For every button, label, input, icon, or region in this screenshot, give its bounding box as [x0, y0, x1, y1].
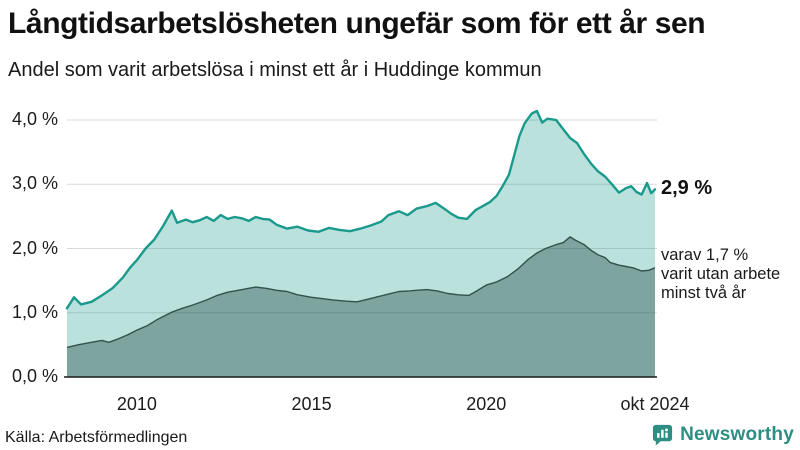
newsworthy-logo: Newsworthy	[651, 423, 794, 446]
x-tick-label: okt 2024	[620, 394, 690, 414]
total-line	[65, 109, 657, 310]
x-tick-label: 2015	[291, 394, 332, 414]
two-year-line	[66, 236, 656, 349]
source-credit: Källa: Arbetsförmedlingen	[5, 429, 188, 446]
brand-name: Newsworthy	[680, 423, 794, 445]
y-tick-label: 2,0 %	[11, 237, 58, 258]
y-tick-label: 3,0 %	[11, 173, 58, 194]
two-year-annotation: varav 1,7 % varit utan arbete minst två …	[661, 246, 780, 303]
annotation-line-3: minst två år	[661, 284, 747, 302]
y-tick-label: 4,0 %	[11, 109, 58, 129]
exclamation-dot	[665, 428, 669, 432]
series-end-value-label: 2,9 %	[661, 177, 713, 199]
bar-chart-speech-bubble-icon	[652, 424, 673, 446]
annotation-line-1: varav 1,7 %	[661, 246, 749, 264]
x-tick-label: 2020	[466, 394, 507, 414]
two-year-area	[67, 236, 655, 377]
annotation-line-2: varit utan arbete	[661, 265, 781, 283]
chart-subtitle: Andel som varit arbetslösa i minst ett å…	[8, 59, 542, 81]
x-tick-label: 2010	[116, 394, 157, 414]
page-title: Långtidsarbetslösheten ungefär som för e…	[8, 7, 706, 40]
y-tick-label: 1,0 %	[11, 301, 58, 322]
y-tick-label: 0,0 %	[11, 366, 58, 386]
